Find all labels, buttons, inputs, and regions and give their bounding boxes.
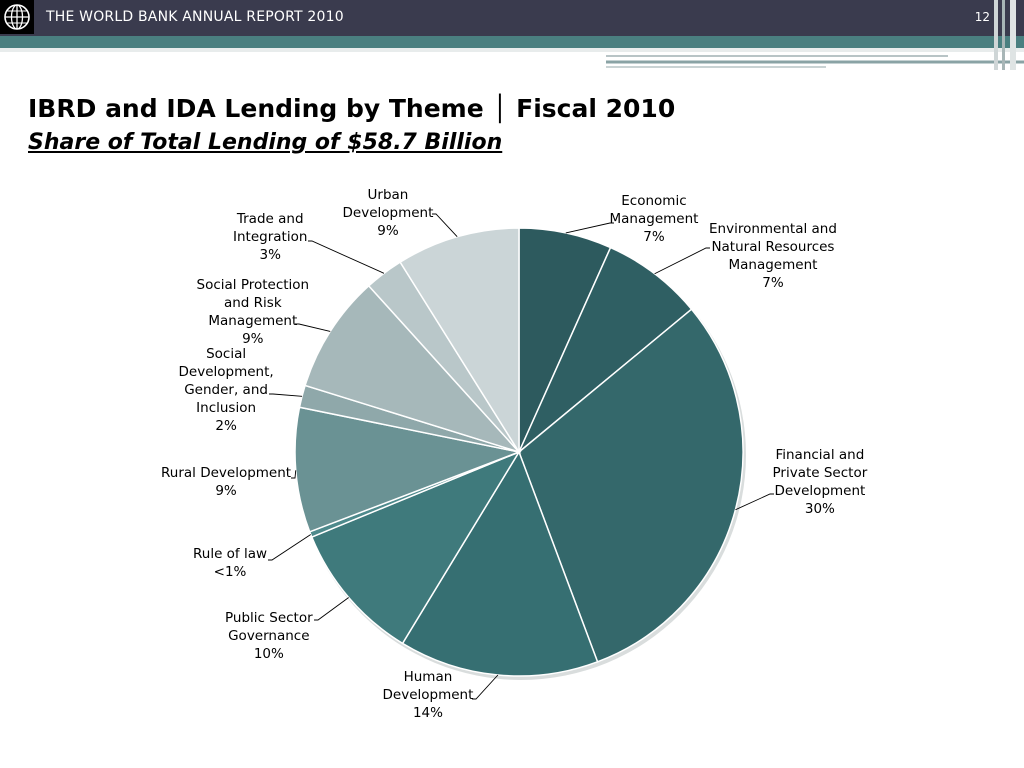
leader-line <box>472 674 499 700</box>
slice-label-line: Management <box>728 257 818 273</box>
leader-line <box>314 597 349 621</box>
slice-percent: 30% <box>804 501 835 517</box>
leader-line <box>268 534 311 561</box>
slice-label-line: Trade and <box>236 211 304 227</box>
report-title: THE WORLD BANK ANNUAL REPORT 2010 <box>46 9 344 25</box>
slice-label-line: Social <box>206 346 247 362</box>
slice-label-line: Development, <box>178 364 274 380</box>
slice-label: Economic Management 7% <box>610 192 699 246</box>
slice-percent: <1% <box>213 564 247 580</box>
slice-label: Human Development 14% <box>383 668 474 722</box>
slice-percent: 10% <box>253 646 284 662</box>
slice-label-line: Governance <box>228 628 310 644</box>
page-number: 12 <box>974 10 990 24</box>
world-bank-globe-icon <box>0 0 34 34</box>
slice-label-line: Management <box>208 313 298 329</box>
slice-label-line: Development <box>382 687 474 703</box>
leader-line <box>565 222 614 234</box>
slice-label: Urban Development 9% <box>343 186 434 240</box>
slice-label-line: Human <box>403 669 453 685</box>
leader-line <box>308 240 385 274</box>
slice-label: Social Development, Gender, and Inclusion 2% <box>179 345 274 435</box>
leader-line <box>432 213 458 238</box>
slice-percent: 7% <box>643 229 665 245</box>
slice-label: Rural Development 9% <box>161 464 291 500</box>
slice-label-line: Financial and <box>775 447 865 463</box>
slice-percent: 2% <box>215 418 237 434</box>
leader-line <box>735 493 774 511</box>
slice-label-line: Management <box>609 211 699 227</box>
slice-label-line: Natural Resources <box>711 239 835 255</box>
slide-title: IBRD and IDA Lending by Theme │ Fiscal 2… <box>28 94 676 123</box>
leader-line <box>269 393 303 397</box>
slice-label-line: Urban <box>367 187 409 203</box>
slice-label-line: Integration <box>233 229 308 245</box>
slice-label-line: Private Sector <box>772 465 868 481</box>
slice-label-line: Environmental and <box>709 221 837 237</box>
header-bar: THE WORLD BANK ANNUAL REPORT 2010 12 <box>0 0 1024 36</box>
slice-percent: 14% <box>412 705 443 721</box>
slice-label-line: Development <box>774 483 866 499</box>
slice-label-line: Gender, and <box>184 382 268 398</box>
slice-label: Environmental and Natural Resources Manage… <box>709 220 837 292</box>
pie-slice-rural-development <box>294 406 522 533</box>
slice-label-line: Social Protection <box>196 277 310 293</box>
slice-label-line: Economic <box>621 193 687 209</box>
slice-percent: 9% <box>215 483 237 499</box>
slice-label-line: Development <box>342 205 434 221</box>
slice-label: Trade and Integration 3% <box>233 210 307 264</box>
slice-label-line: Rural Development <box>161 465 292 481</box>
slide-subtitle: Share of Total Lending of $58.7 Billion <box>28 130 503 155</box>
slice-label: Public Sector Governance 10% <box>225 609 313 663</box>
slice-label-line: Inclusion <box>196 400 257 416</box>
leader-line <box>654 247 710 275</box>
slice-percent: 3% <box>259 247 281 263</box>
slice-label-line: Rule of law <box>193 546 268 562</box>
pie-slice-urban-development <box>399 227 520 455</box>
leader-line <box>295 323 331 332</box>
slice-percent: 9% <box>242 331 264 347</box>
pie-slice-human-development <box>401 450 599 677</box>
slice-label: Financial and Private Sector Development 30… <box>773 446 868 518</box>
header-decorative-lines <box>0 0 1024 70</box>
slice-label: Social Protection and Risk Management 9% <box>197 276 310 348</box>
pie-slice-financial-and-private-sector-development <box>518 308 744 663</box>
pie-slice-environmental-and-natural-resources-management <box>518 246 693 453</box>
leader-line <box>291 470 297 479</box>
header-accent-band <box>0 36 1024 48</box>
slice-label-line: and Risk <box>223 295 282 311</box>
slice-label-line: Public Sector <box>225 610 313 626</box>
slice-label: Rule of law <1% <box>193 545 267 581</box>
pie-slice-public-sector-governance <box>310 450 521 645</box>
slice-percent: 9% <box>377 223 399 239</box>
slice-percent: 7% <box>762 275 784 291</box>
